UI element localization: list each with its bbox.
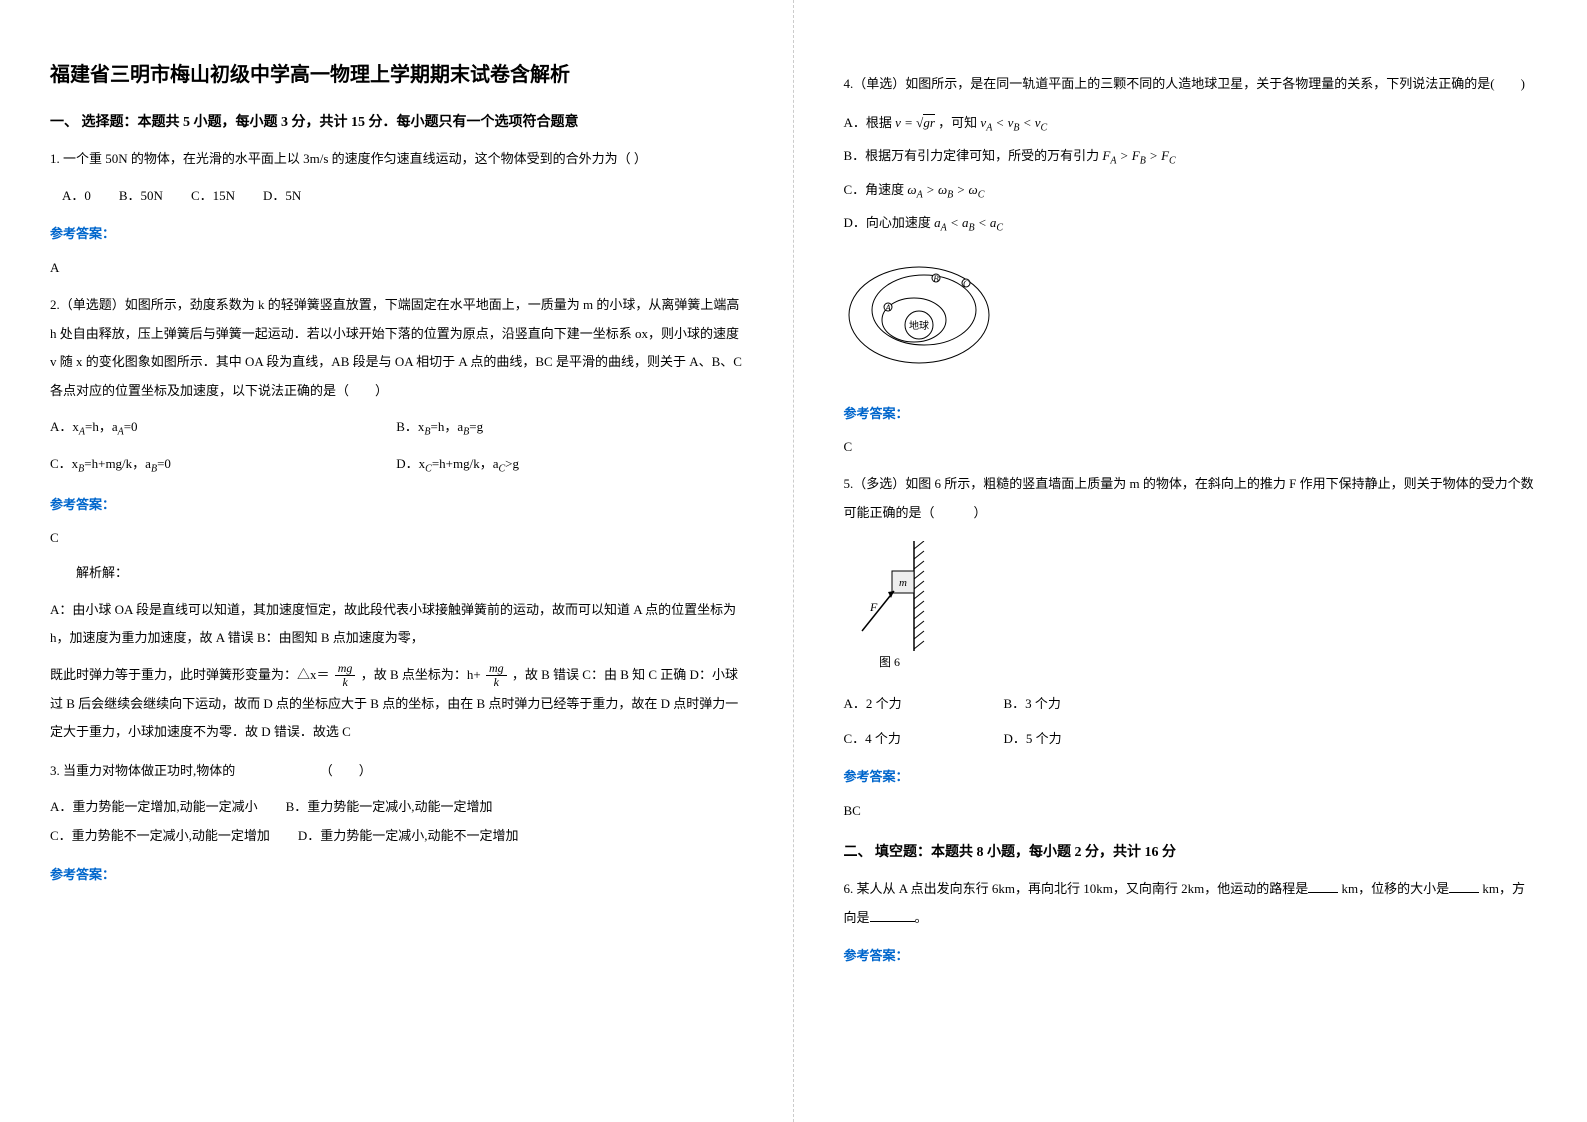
svg-text:F: F [869,600,878,614]
svg-text:B: B [933,274,939,284]
q5-answer-label: 参考答案： [844,763,1538,792]
q1-answer-label: 参考答案： [50,220,743,249]
question-5-options: A．2 个力 B．3 个力 C．4 个力 D．5 个力 [844,690,1164,753]
q3-opt-b: B．重力势能一定减小,动能一定增加 [286,793,493,822]
q2-explain-head: 解析解： [50,559,743,588]
orbit-diagram: 地球 A B C [844,255,1538,386]
question-3-body: 3. 当重力对物体做正功时,物体的 （ ） [50,757,743,786]
q2-opt-c: C．xB=h+mg/k，aB=0 [50,450,396,481]
q3-opt-a: A．重力势能一定增加,动能一定减小 [50,793,258,822]
q4-answer-label: 参考答案： [844,400,1538,429]
question-4-body: 4.（单选）如图所示，是在同一轨道平面上的三颗不同的人造地球卫星，关于各物理量的… [844,70,1538,99]
question-2-options: A．xA=h，aA=0 B．xB=h，aB=g C．xB=h+mg/k，aB=0… [50,413,743,480]
q1-answer: A [50,255,743,281]
question-3-options-row2: C．重力势能不一定减小,动能一定增加 D．重力势能一定减小,动能不一定增加 [50,822,743,851]
svg-text:A: A [884,303,891,313]
svg-text:m: m [899,577,907,589]
question-6: 6. 某人从 A 点出发向东行 6km，再向北行 10km，又向南行 2km，他… [844,875,1538,971]
fraction-1: mgk [335,662,356,689]
blank-3 [870,909,915,922]
q3-opt-c: C．重力势能不一定减小,动能一定增加 [50,822,270,851]
fraction-2: mgk [486,662,507,689]
question-4: 4.（单选）如图所示，是在同一轨道平面上的三颗不同的人造地球卫星，关于各物理量的… [844,70,1538,460]
q4-opt-a: A．根据 v = √gr ，可知 vA < vB < vC [844,107,1538,141]
question-1-options: A．0 B．50N C．15N D．5N [50,182,743,211]
blank-1 [1308,880,1338,893]
question-1: 1. 一个重 50N 的物体，在光滑的水平面上以 3m/s 的速度作匀速直线运动… [50,145,743,281]
document-title: 福建省三明市梅山初级中学高一物理上学期期末试卷含解析 [50,60,743,90]
question-5-body: 5.（多选）如图 6 所示，粗糙的竖直墙面上质量为 m 的物体，在斜向上的推力 … [844,470,1538,527]
svg-text:图 6: 图 6 [879,655,900,669]
q5-opt-d: D．5 个力 [1004,725,1164,754]
q4-opt-b: B．根据万有引力定律可知，所受的万有引力 FA > FB > FC [844,140,1538,174]
question-6-body: 6. 某人从 A 点出发向东行 6km，再向北行 10km，又向南行 2km，他… [844,875,1538,932]
wall-diagram: m F 图 6 [844,541,1538,682]
question-1-body: 1. 一个重 50N 的物体，在光滑的水平面上以 3m/s 的速度作匀速直线运动… [50,145,743,174]
q2-opt-a: A．xA=h，aA=0 [50,413,396,444]
q1-opt-c: C．15N [191,182,235,211]
question-3-options-row1: A．重力势能一定增加,动能一定减小 B．重力势能一定减小,动能一定增加 [50,793,743,822]
q2-answer: C [50,525,743,551]
q4-opt-d: D．向心加速度 aA < aB < aC [844,207,1538,241]
q2-opt-b: B．xB=h，aB=g [396,413,742,444]
left-column: 福建省三明市梅山初级中学高一物理上学期期末试卷含解析 一、 选择题：本题共 5 … [0,0,794,1122]
q5-opt-b: B．3 个力 [1004,690,1164,719]
question-5: 5.（多选）如图 6 所示，粗糙的竖直墙面上质量为 m 的物体，在斜向上的推力 … [844,470,1538,824]
q5-answer: BC [844,798,1538,824]
q1-opt-a: A．0 [62,182,91,211]
q1-opt-d: D．5N [263,182,301,211]
q3-opt-d: D．重力势能一定减小,动能不一定增加 [298,822,519,851]
right-column: 4.（单选）如图所示，是在同一轨道平面上的三颗不同的人造地球卫星，关于各物理量的… [794,0,1587,1122]
q4-opt-c: C．角速度 ωA > ωB > ωC [844,174,1538,208]
earth-label: 地球 [909,319,929,332]
svg-text:C: C [962,279,969,289]
q5-opt-c: C．4 个力 [844,725,1004,754]
q5-opt-a: A．2 个力 [844,690,1004,719]
q2-explain-b: 既此时弹力等于重力，此时弹簧形变量为：△x＝ mgk ，故 B 点坐标为：h+ … [50,661,743,747]
question-2-body: 2.（单选题）如图所示，劲度系数为 k 的轻弹簧竖直放置，下端固定在水平地面上，… [50,291,743,405]
q4-answer: C [844,434,1538,460]
q3-answer-label: 参考答案： [50,861,743,890]
q1-opt-b: B．50N [119,182,163,211]
section-2-header: 二、 填空题：本题共 8 小题，每小题 2 分，共计 16 分 [844,840,1538,865]
question-3: 3. 当重力对物体做正功时,物体的 （ ） A．重力势能一定增加,动能一定减小 … [50,757,743,889]
question-2: 2.（单选题）如图所示，劲度系数为 k 的轻弹簧竖直放置，下端固定在水平地面上，… [50,291,743,747]
q6-answer-label: 参考答案： [844,942,1538,971]
section-1-header: 一、 选择题：本题共 5 小题，每小题 3 分，共计 15 分．每小题只有一个选… [50,110,743,135]
blank-2 [1449,880,1479,893]
q2-opt-d: D．xC=h+mg/k，aC>g [396,450,742,481]
q2-explain-a: A：由小球 OA 段是直线可以知道，其加速度恒定，故此段代表小球接触弹簧前的运动… [50,596,743,653]
q2-answer-label: 参考答案： [50,491,743,520]
